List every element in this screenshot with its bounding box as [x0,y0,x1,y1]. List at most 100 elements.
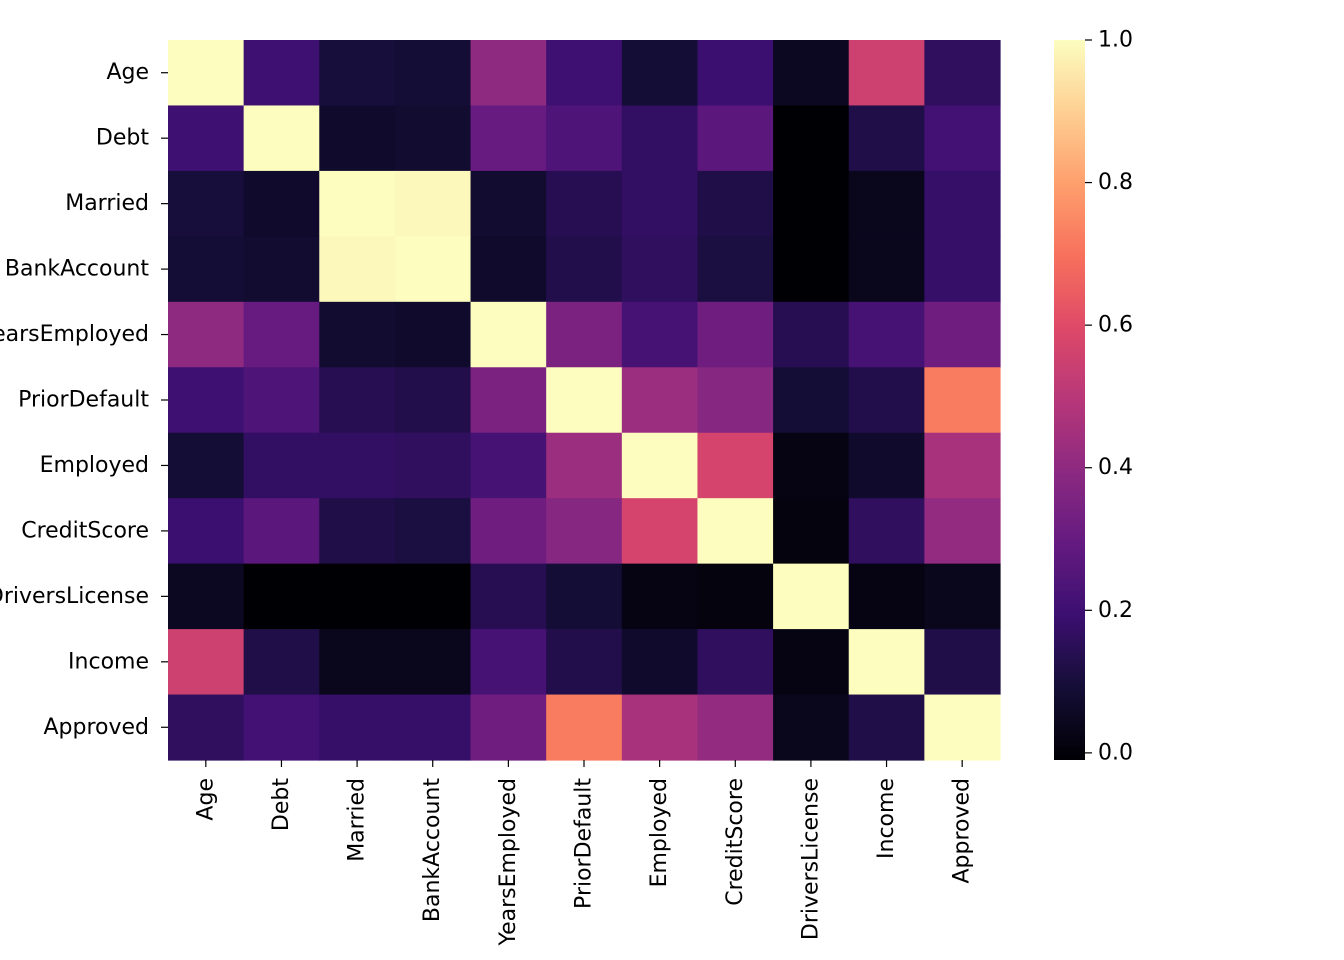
heatmap-cell [243,40,320,107]
heatmap-cell [546,40,623,107]
heatmap-cell [546,694,623,761]
heatmap-cell [470,694,547,761]
heatmap-cell [546,170,623,237]
heatmap-cell [621,694,699,761]
heatmap-cell [168,236,245,303]
heatmap-cell [319,105,396,172]
heatmap-cell [394,367,472,434]
heatmap-cell [243,170,320,237]
heatmap-cell [697,367,774,434]
heatmap-cell [621,40,699,107]
heatmap-cell [470,629,547,696]
y-tick-label: Debt [96,126,149,151]
colorbar-tick-label: 1.0 [1098,28,1133,53]
x-tick-label: Married [345,778,370,862]
heatmap-cell [621,498,699,565]
heatmap-cell [773,105,850,172]
heatmap-cell [319,498,396,565]
y-tick-label: YearsEmployed [0,322,149,347]
heatmap-cell [394,301,472,368]
heatmap-cell [546,629,623,696]
colorbar-axis: 0.0 0.2 0.4 0.6 0.8 1.0 [1085,28,1133,765]
colorbar-tick-label: 0.0 [1098,740,1133,765]
heatmap-cell [394,40,472,107]
heatmap-cell [470,105,547,172]
heatmap-cell [168,432,245,499]
heatmap-cell [546,236,623,303]
y-tick-label: Employed [40,453,149,478]
heatmap-cell [319,170,396,237]
x-tick-label: Age [193,778,218,821]
heatmap-cell [924,563,1001,630]
heatmap-cells [168,40,1001,761]
heatmap-cell [924,236,1001,303]
heatmap-cell [621,367,699,434]
heatmap-cell [697,498,774,565]
heatmap-cell [394,563,472,630]
heatmap-cell [546,432,623,499]
x-tick-label: Income [874,778,899,859]
heatmap-cell [168,170,245,237]
heatmap-cell [319,694,396,761]
heatmap-cell [319,629,396,696]
heatmap-cell [848,367,925,434]
heatmap-cell [394,432,472,499]
heatmap-cell [470,498,547,565]
heatmap-cell [243,694,320,761]
y-axis: Age Debt Married BankAccount YearsEmployed Pr… [0,60,168,740]
y-tick-label: BankAccount [5,257,149,282]
heatmap-cell [848,40,925,107]
heatmap-cell [319,432,396,499]
heatmap-cell [773,170,850,237]
heatmap-cell [697,301,774,368]
colorbar-tick-label: 0.2 [1098,598,1133,623]
heatmap-cell [924,694,1001,761]
heatmap-cell [621,105,699,172]
heatmap-cell [848,432,925,499]
heatmap-cell [168,563,245,630]
heatmap-cell [168,694,245,761]
heatmap-cell [924,40,1001,107]
heatmap-cell [243,105,320,172]
x-tick-label: YearsEmployed [496,778,521,946]
heatmap-cell [773,563,850,630]
heatmap-cell [773,236,850,303]
heatmap-cell [470,236,547,303]
heatmap-cell [319,563,396,630]
x-tick-label: BankAccount [420,778,445,922]
heatmap-cell [394,629,472,696]
x-tick-label: Debt [269,778,294,831]
heatmap-cell [546,498,623,565]
heatmap-cell [546,367,623,434]
x-tick-label: PriorDefault [572,778,597,909]
heatmap-cell [621,301,699,368]
heatmap-cell [470,170,547,237]
heatmap-cell [697,170,774,237]
heatmap-cell [848,105,925,172]
heatmap-cell [621,629,699,696]
heatmap-cell [394,236,472,303]
heatmap-cell [168,629,245,696]
heatmap-cell [697,105,774,172]
heatmap-cell [697,694,774,761]
heatmap-cell [394,170,472,237]
heatmap-cell [621,170,699,237]
heatmap-cell [697,629,774,696]
heatmap-cell [924,367,1001,434]
y-tick-label: Approved [43,715,149,740]
heatmap-cell [773,301,850,368]
heatmap-cell [773,694,850,761]
heatmap-cell [168,301,245,368]
x-tick-label: DriversLicense [798,778,823,940]
colorbar-tick-label: 0.8 [1098,170,1133,195]
heatmap-cell [848,498,925,565]
heatmap-cell [848,236,925,303]
x-tick-label: Approved [950,778,975,884]
heatmap-cell [168,498,245,565]
heatmap-cell [621,563,699,630]
heatmap-cell [319,367,396,434]
heatmap-cell [924,498,1001,565]
heatmap-cell [924,105,1001,172]
heatmap-cell [697,563,774,630]
